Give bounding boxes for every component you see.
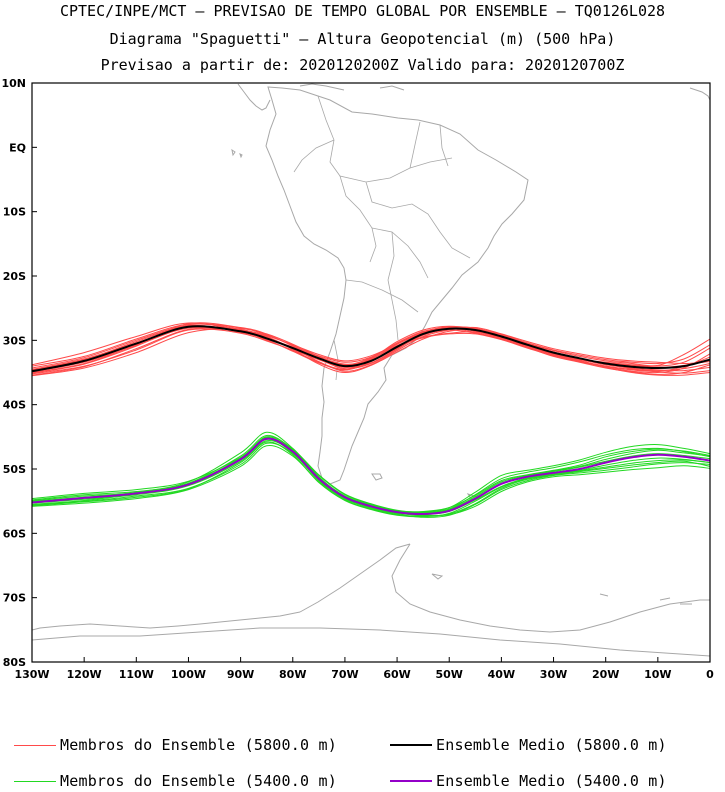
y-tick-label: 70S	[3, 592, 26, 605]
y-tick-label: 60S	[3, 527, 26, 540]
legend-label: Membros do Ensemble (5400.0 m)	[60, 772, 337, 790]
x-tick-label: 30W	[540, 668, 567, 681]
legend-swatch-members-5800	[14, 744, 56, 746]
falklands	[371, 473, 383, 481]
x-tick-label: 80W	[279, 668, 306, 681]
x-tick-label: 130W	[14, 668, 49, 681]
south-america-coast	[265, 86, 529, 485]
plot-frame	[31, 82, 711, 663]
island-arc	[599, 593, 692, 605]
y-tick-label: 30S	[3, 334, 26, 347]
legend-item-members-5800: Membros do Ensemble (5800.0 m)	[14, 736, 337, 754]
africa-west-tip	[689, 87, 710, 101]
y-tick-label: 40S	[3, 399, 26, 412]
x-tick-label: 10W	[644, 668, 671, 681]
member-line-5400	[32, 437, 710, 515]
x-tick-label: 90W	[227, 668, 254, 681]
legend-item-members-5400: Membros do Ensemble (5400.0 m)	[14, 772, 337, 790]
caribbean	[299, 83, 405, 91]
member-line-5400	[32, 436, 710, 513]
legend-item-mean-5800: Ensemble Medio (5800.0 m)	[390, 736, 667, 754]
member-line-5800	[32, 322, 710, 373]
galapagos	[231, 148, 243, 159]
member-line-5800	[32, 327, 710, 376]
y-tick-label: 50S	[3, 463, 26, 476]
x-tick-label: 70W	[331, 668, 358, 681]
sea-ice-lower	[32, 627, 710, 657]
y-tick-label: 10S	[3, 206, 26, 219]
x-tick-label: 110W	[119, 668, 154, 681]
central-america	[237, 83, 271, 111]
members-5400	[32, 431, 710, 518]
antarctic-peninsula	[32, 543, 411, 631]
ensemble-means	[32, 325, 710, 516]
member-line-5400	[32, 436, 710, 513]
member-line-5400	[32, 441, 710, 518]
y-tick-label: 20S	[3, 270, 26, 283]
y-tick-label: EQ	[9, 141, 26, 154]
member-line-5400	[32, 431, 710, 514]
legend-label: Ensemble Medio (5400.0 m)	[436, 772, 667, 790]
member-line-5400	[32, 445, 710, 517]
weddell-coast	[391, 543, 710, 633]
y-axis: 10N EQ 10S 20S 30S 40S 50S 60S 70S 80S	[1, 77, 37, 669]
mean-line-5800	[32, 325, 710, 373]
x-axis: 130W 120W 110W 100W 90W 80W 70W 60W 50W 40W 30W 20W…	[14, 657, 714, 681]
x-tick-label: 120W	[67, 668, 102, 681]
title-line-2: Diagrama "Spaguetti" — Altura Geopotenci…	[109, 30, 616, 48]
legend-item-mean-5400: Ensemble Medio (5400.0 m)	[390, 772, 667, 790]
x-tick-label: 50W	[436, 668, 463, 681]
x-tick-label: 60W	[383, 668, 410, 681]
x-tick-label: 20W	[592, 668, 619, 681]
member-line-5400	[32, 442, 710, 517]
legend-swatch-members-5400	[14, 780, 56, 782]
x-tick-label: 40W	[488, 668, 515, 681]
legend-label: Membros do Ensemble (5800.0 m)	[60, 736, 337, 754]
south-orkney	[431, 573, 444, 580]
legend-label: Ensemble Medio (5800.0 m)	[436, 736, 667, 754]
y-tick-label: 80S	[3, 656, 26, 669]
y-tick-label: 10N	[1, 77, 26, 90]
legend-swatch-mean-5400	[390, 780, 432, 782]
member-line-5800	[32, 323, 710, 372]
title-line-1: CPTEC/INPE/MCT — PREVISAO DE TEMPO GLOBA…	[59, 2, 666, 20]
member-line-5400	[32, 434, 710, 514]
country-borders	[293, 95, 471, 381]
legend-swatch-mean-5800	[390, 744, 432, 746]
x-tick-label: 0	[706, 668, 714, 681]
members-5800	[32, 322, 710, 377]
title-line-3: Previsao a partir de: 2020120200Z Valido…	[100, 56, 625, 74]
coastlines	[32, 83, 710, 657]
x-tick-label: 100W	[171, 668, 206, 681]
mean-line-5400	[32, 437, 710, 516]
